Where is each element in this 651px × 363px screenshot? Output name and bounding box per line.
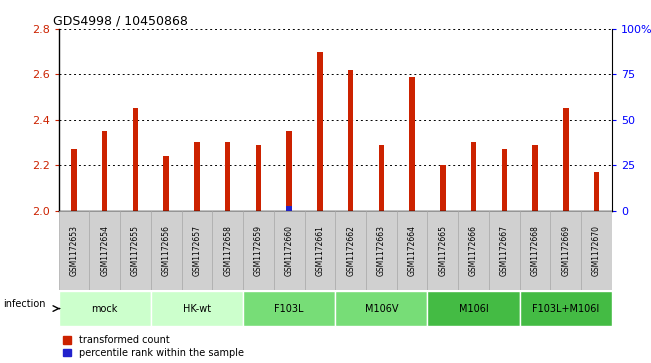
Text: GDS4998 / 10450868: GDS4998 / 10450868: [53, 15, 188, 28]
Text: GSM1172662: GSM1172662: [346, 225, 355, 276]
Text: F103L: F103L: [275, 303, 304, 314]
Bar: [71, 149, 77, 211]
FancyBboxPatch shape: [428, 291, 519, 326]
FancyBboxPatch shape: [519, 291, 612, 326]
FancyBboxPatch shape: [581, 211, 612, 290]
FancyBboxPatch shape: [151, 291, 243, 326]
Text: GSM1172665: GSM1172665: [438, 225, 447, 276]
Legend: transformed count, percentile rank within the sample: transformed count, percentile rank withi…: [63, 335, 244, 358]
Text: GSM1172654: GSM1172654: [100, 225, 109, 276]
Bar: [533, 145, 538, 211]
Text: GSM1172666: GSM1172666: [469, 225, 478, 276]
FancyBboxPatch shape: [335, 211, 366, 290]
FancyBboxPatch shape: [335, 291, 428, 326]
FancyBboxPatch shape: [428, 211, 458, 290]
Bar: [471, 143, 477, 211]
Text: GSM1172663: GSM1172663: [377, 225, 386, 276]
FancyBboxPatch shape: [89, 211, 120, 290]
FancyBboxPatch shape: [182, 211, 212, 290]
Text: GSM1172655: GSM1172655: [131, 225, 140, 276]
Bar: [348, 70, 353, 211]
Text: GSM1172667: GSM1172667: [500, 225, 509, 276]
Bar: [317, 52, 323, 211]
FancyBboxPatch shape: [59, 211, 89, 290]
FancyBboxPatch shape: [396, 211, 428, 290]
Bar: [194, 143, 200, 211]
Text: M106I: M106I: [459, 303, 488, 314]
Text: GSM1172661: GSM1172661: [315, 225, 324, 276]
Bar: [594, 172, 600, 211]
Text: GSM1172653: GSM1172653: [70, 225, 79, 276]
FancyBboxPatch shape: [274, 211, 305, 290]
Bar: [256, 145, 261, 211]
Bar: [286, 206, 292, 211]
Bar: [501, 149, 507, 211]
Text: GSM1172670: GSM1172670: [592, 225, 601, 276]
Bar: [409, 77, 415, 211]
FancyBboxPatch shape: [458, 211, 489, 290]
Text: HK-wt: HK-wt: [183, 303, 211, 314]
Text: GSM1172664: GSM1172664: [408, 225, 417, 276]
Text: GSM1172657: GSM1172657: [193, 225, 201, 276]
FancyBboxPatch shape: [551, 211, 581, 290]
FancyBboxPatch shape: [519, 211, 551, 290]
Text: GSM1172668: GSM1172668: [531, 225, 540, 276]
Text: mock: mock: [92, 303, 118, 314]
FancyBboxPatch shape: [59, 291, 151, 326]
Bar: [163, 156, 169, 211]
Bar: [102, 131, 107, 211]
Text: M106V: M106V: [365, 303, 398, 314]
Text: F103L+M106I: F103L+M106I: [533, 303, 600, 314]
Text: GSM1172660: GSM1172660: [284, 225, 294, 276]
Bar: [563, 109, 568, 211]
Text: GSM1172659: GSM1172659: [254, 225, 263, 276]
FancyBboxPatch shape: [305, 211, 335, 290]
Text: GSM1172658: GSM1172658: [223, 225, 232, 276]
FancyBboxPatch shape: [212, 211, 243, 290]
Text: GSM1172669: GSM1172669: [561, 225, 570, 276]
Bar: [225, 143, 230, 211]
Bar: [133, 109, 138, 211]
Bar: [286, 131, 292, 211]
Text: infection: infection: [3, 298, 46, 309]
Bar: [379, 145, 384, 211]
FancyBboxPatch shape: [120, 211, 151, 290]
FancyBboxPatch shape: [366, 211, 396, 290]
FancyBboxPatch shape: [243, 291, 335, 326]
Text: GSM1172656: GSM1172656: [161, 225, 171, 276]
FancyBboxPatch shape: [489, 211, 519, 290]
FancyBboxPatch shape: [151, 211, 182, 290]
Bar: [440, 165, 446, 211]
FancyBboxPatch shape: [243, 211, 274, 290]
